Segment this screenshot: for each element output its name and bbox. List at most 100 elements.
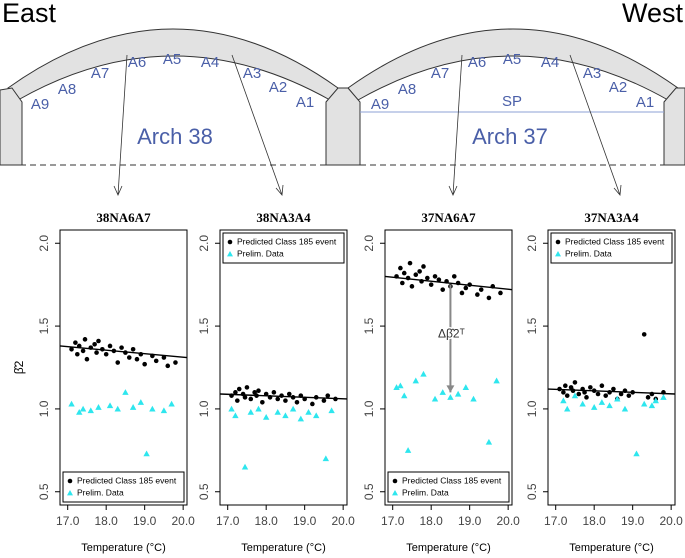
arch-point-label: A5: [163, 51, 181, 68]
chart-title: 37NA3A4: [584, 210, 639, 225]
point: [436, 277, 442, 282]
legend-marker: [67, 490, 73, 496]
point: [599, 383, 605, 389]
x-tick-label: 20.0: [659, 514, 683, 528]
pillar: [0, 87, 23, 166]
y-tick-label: 1.0: [197, 400, 211, 417]
point: [401, 392, 408, 399]
point: [404, 447, 412, 453]
point: [275, 396, 281, 402]
point: [413, 272, 419, 278]
y-tick-label: 1.0: [37, 400, 51, 417]
point: [294, 399, 300, 405]
point: [409, 284, 415, 289]
arch-point-label: A2: [609, 79, 627, 96]
arch-name: Arch 37: [472, 124, 548, 149]
point: [614, 395, 621, 402]
pillar: [325, 87, 361, 166]
point: [571, 392, 579, 399]
legend-label: Predicted Class 185 event: [565, 236, 665, 246]
point: [75, 351, 80, 357]
arch-point-label: A8: [398, 81, 416, 98]
point: [244, 385, 250, 390]
point: [122, 389, 129, 395]
point: [498, 290, 503, 296]
point: [68, 400, 75, 407]
y-tick-label: 0.5: [197, 483, 211, 500]
legend-label: Prelim. Data: [77, 487, 124, 497]
arch-point-label: A7: [91, 65, 109, 82]
legend-marker: [392, 490, 398, 496]
plot-frame: [219, 229, 348, 506]
point: [283, 398, 288, 403]
fit-line: [219, 393, 348, 400]
y-tick-label: 2.0: [362, 235, 376, 252]
legend-marker: [227, 251, 233, 257]
y-tick-label: 0.5: [362, 483, 376, 500]
point: [130, 346, 136, 352]
legend-marker: [392, 478, 398, 484]
point: [439, 389, 446, 395]
annotation: Δβ̂2ᵀ: [438, 327, 465, 341]
point: [262, 413, 270, 420]
point: [149, 405, 156, 412]
arch-point-label: A4: [541, 54, 559, 71]
point: [660, 394, 667, 400]
point: [462, 384, 470, 390]
point: [129, 404, 137, 410]
point: [297, 415, 305, 422]
arch-point-label: A5: [503, 51, 521, 68]
legend-box: [222, 232, 345, 264]
legend-marker: [555, 239, 561, 245]
x-axis-label: Temperature (°C): [241, 542, 325, 554]
arch-point-label: A3: [583, 65, 601, 82]
legend-box: [387, 471, 510, 503]
point: [447, 394, 454, 400]
point: [590, 404, 598, 410]
y-tick-label: 1.0: [525, 400, 539, 417]
arch-point-label: A4: [201, 54, 219, 71]
point: [440, 287, 446, 292]
point: [153, 358, 159, 364]
point: [328, 407, 335, 414]
point: [241, 463, 249, 470]
arch-point-label: A6: [468, 54, 486, 71]
point: [92, 342, 97, 347]
point: [282, 412, 289, 419]
point: [255, 405, 262, 412]
point: [431, 395, 439, 402]
arrow-head: [446, 385, 455, 393]
point: [106, 402, 114, 409]
point: [168, 400, 175, 407]
point: [115, 360, 121, 365]
point: [289, 405, 297, 412]
point: [563, 383, 568, 389]
arch-point-label: A1: [296, 94, 314, 111]
y-tick-label: 2.0: [197, 235, 211, 252]
x-tick-label: 20.0: [496, 514, 520, 528]
arch-point-label: A9: [371, 96, 389, 113]
point: [137, 399, 145, 405]
point: [598, 399, 606, 405]
point: [96, 338, 101, 344]
point: [393, 384, 400, 390]
point: [235, 398, 240, 403]
point: [310, 401, 315, 407]
point: [322, 455, 330, 462]
point: [321, 398, 327, 403]
legend-marker: [555, 251, 561, 257]
point: [579, 400, 586, 407]
point: [595, 391, 601, 397]
point: [493, 377, 500, 384]
point: [143, 450, 150, 457]
plot-frame: [384, 229, 513, 506]
point: [486, 295, 492, 301]
point: [248, 396, 254, 402]
x-tick-label: 19.0: [458, 514, 482, 528]
point: [173, 360, 178, 365]
legend-label: Prelim. Data: [237, 248, 284, 258]
point: [233, 390, 238, 395]
point: [69, 346, 74, 352]
point: [621, 405, 629, 412]
